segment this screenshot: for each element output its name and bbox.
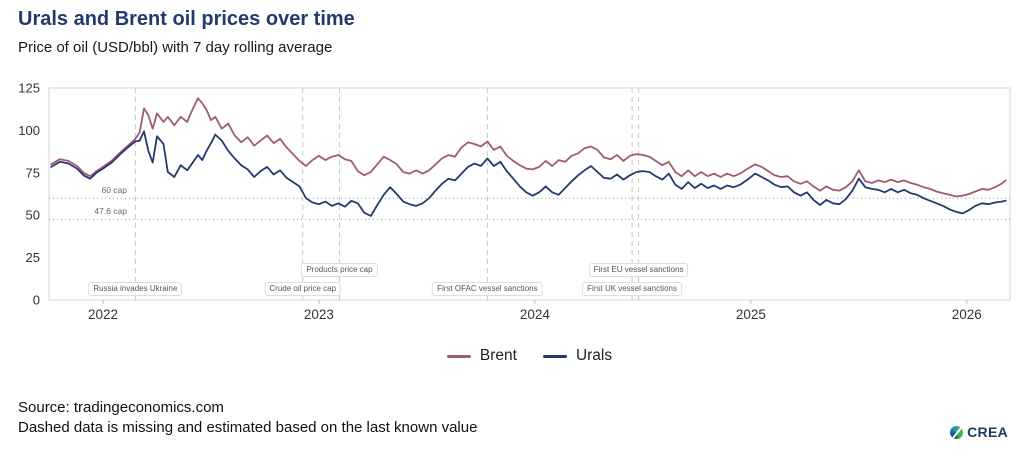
chart-footer: Source: tradingeconomics.com Dashed data…	[18, 398, 477, 438]
legend-swatch-brent	[446, 354, 471, 358]
y-tick-label: 25	[26, 250, 40, 265]
price-chart: 0 25 50 75 100 125 2022 2023 2024 2025 2026 Russia…	[0, 80, 1024, 340]
chart-legend: Brent Urals	[49, 347, 1010, 365]
crea-logo: CREA	[950, 424, 1008, 440]
y-tick-label: 50	[26, 208, 40, 223]
source-text: Source: tradingeconomics.com	[18, 399, 224, 416]
x-tick-label: 2023	[304, 307, 334, 322]
x-tick-label: 2026	[952, 307, 982, 322]
y-tick-label: 125	[18, 81, 40, 96]
page-title: Urals and Brent oil prices over time	[18, 8, 355, 30]
legend-label-brent: Brent	[479, 347, 517, 364]
chart-canvas: 0 25 50 75 100 125 2022 2023 2024 2025 2026	[18, 81, 1011, 322]
y-tick-label: 75	[26, 165, 40, 180]
x-tick-label: 2024	[520, 307, 551, 322]
chart-subtitle: Price of oil (USD/bbl) with 7 day rollin…	[18, 39, 333, 56]
x-tick-label: 2025	[736, 307, 766, 322]
y-tick-label: 0	[33, 293, 40, 308]
crea-logo-text: CREA	[967, 424, 1008, 440]
crea-logo-icon	[950, 425, 964, 439]
legend-item-urals: Urals	[542, 347, 613, 365]
y-tick-label: 100	[18, 123, 40, 138]
legend-swatch-urals	[542, 354, 567, 358]
legend-item-brent: Brent	[446, 347, 517, 365]
x-tick-label: 2022	[88, 307, 118, 322]
urals-line	[50, 130, 1007, 217]
legend-label-urals: Urals	[575, 347, 613, 364]
missing-data-note: Dashed data is missing and estimated bas…	[18, 419, 478, 436]
brent-line	[50, 97, 1007, 198]
